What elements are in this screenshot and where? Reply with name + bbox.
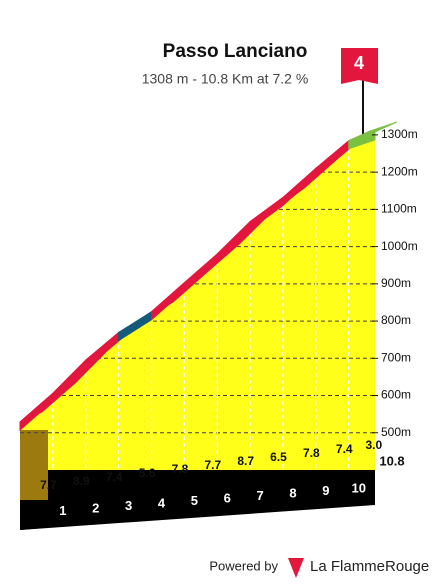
y-tick-label: 600m	[381, 388, 411, 402]
y-tick-label: 500m	[381, 425, 411, 439]
gradient-label: 3.0	[366, 438, 383, 452]
y-tick-label: 900m	[381, 276, 411, 290]
y-tick-label: 1300m	[381, 127, 418, 141]
flag	[341, 48, 378, 84]
plot: 7.7 8.9 7.4 5.6 7.8 7.7 8.7 6.5 7.8 7.4 3.0 1 2 3 4 5 6 7…	[19, 121, 418, 530]
x-tick-label: 7	[256, 488, 263, 503]
profile-side	[20, 429, 48, 500]
y-tick-label: 800m	[381, 313, 411, 327]
y-tick-label: 1200m	[381, 164, 418, 178]
x-tick-label: 3	[125, 498, 132, 513]
x-tick-label: 9	[322, 483, 329, 498]
gradient-label: 7.4	[336, 442, 353, 456]
chart-subtitle: 1308 m - 10.8 Km at 7.2 %	[142, 71, 309, 87]
gradient-label: 7.8	[303, 446, 320, 460]
gradient-label: 5.6	[139, 466, 156, 480]
gradient-label: 7.4	[106, 470, 123, 484]
x-tick-label: 4	[158, 495, 166, 510]
chart-title: Passo Lanciano	[163, 41, 308, 62]
gradient-label: 7.7	[40, 478, 57, 492]
gradient-label: 7.8	[172, 462, 189, 476]
x-tick-label: 6	[224, 490, 231, 505]
gradient-label: 7.7	[204, 458, 221, 472]
gradient-label: 6.5	[270, 450, 287, 464]
x-tick-label: 10.8	[379, 453, 404, 468]
segment-front	[348, 131, 376, 150]
x-tick-label: 5	[191, 493, 198, 508]
profile-base-front	[20, 470, 375, 530]
y-tick-label: 1000m	[381, 239, 418, 253]
x-tick-label: 10	[351, 480, 365, 495]
category-badge: 4	[354, 53, 364, 73]
gradient-label: 8.9	[73, 474, 90, 488]
x-tick-label: 2	[92, 500, 99, 515]
x-tick-label: 8	[289, 485, 296, 500]
x-tick-label: 1	[59, 503, 66, 518]
y-tick-label: 700m	[381, 350, 411, 364]
brand-logo	[288, 558, 304, 578]
y-tick-label: 1100m	[381, 202, 417, 216]
gradient-label: 8.7	[237, 454, 254, 468]
footer-brand: La FlammeRouge	[310, 558, 429, 575]
profile-fill	[20, 131, 375, 470]
footer-powered: Powered by	[209, 558, 278, 573]
